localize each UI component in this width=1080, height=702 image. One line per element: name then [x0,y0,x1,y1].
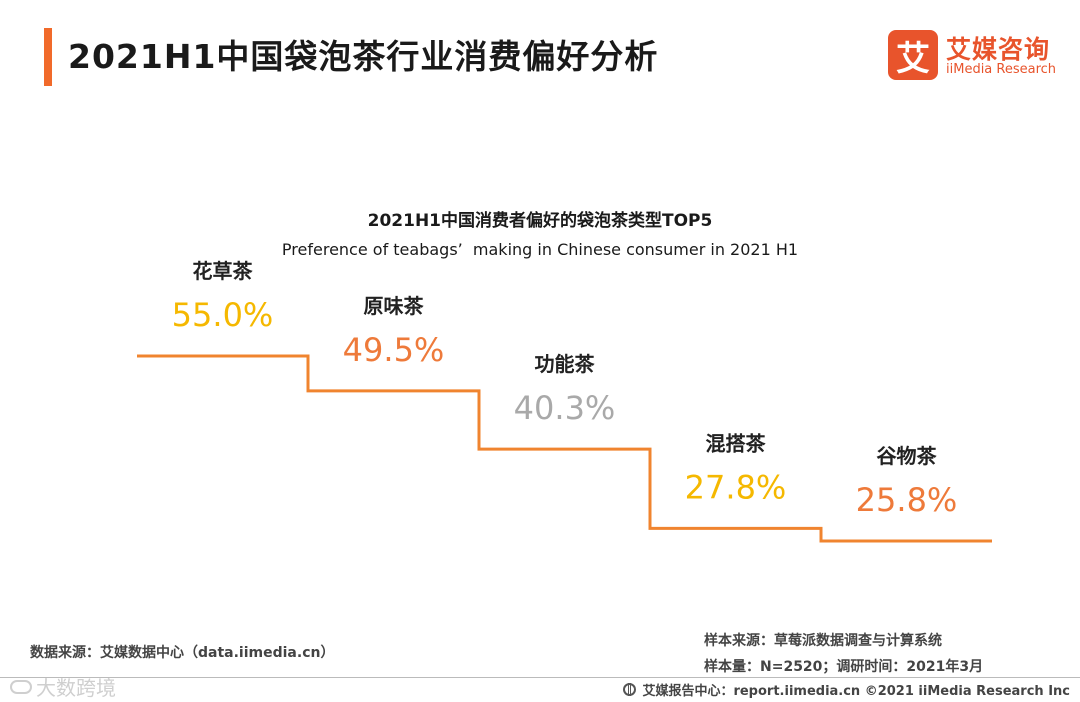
category-label: 谷物茶 [877,444,938,468]
chart-title: 2021H1中国消费者偏好的袋泡茶类型TOP5 [367,211,713,231]
category-label: 混搭茶 [706,431,767,455]
globe-icon [623,683,637,696]
value-label: 27.8% [685,468,787,506]
category-label: 原味茶 [364,294,425,318]
watermark-text: 大数跨境 [36,676,116,700]
footer-report-center: 艾媒报告中心：report.iimedia.cn ©2021 iiMedia R… [642,684,1070,699]
sample-source: 样本来源：草莓派数据调查与计算系统 [704,633,942,649]
footer-copyright: 艾媒报告中心：report.iimedia.cn ©2021 iiMedia R… [623,680,1070,699]
watermark-icon [10,679,32,694]
category-label: 花草茶 [193,259,254,283]
data-source: 数据来源：艾媒数据中心（data.iimedia.cn） [30,645,335,661]
value-label: 55.0% [172,296,274,334]
step-line [137,354,992,543]
logo-name-cn: 艾媒咨询 [946,35,1051,64]
sample-size: 样本量：N=2520；调研时间：2021年3月 [704,659,984,675]
brand-logo: 艾 艾媒咨询 iiMedia Research [888,30,1068,82]
chart-subtitle: Preference of teabags’ making in Chinese… [281,240,799,259]
value-label: 49.5% [343,331,445,369]
category-label: 功能茶 [535,352,596,376]
title-accent-bar [44,28,52,86]
value-label: 25.8% [856,481,958,519]
page-title: 2021H1中国袋泡茶行业消费偏好分析 [68,37,659,76]
watermark: 大数跨境 [10,672,116,701]
value-label: 40.3% [514,389,616,427]
logo-mark-icon: 艾 [888,30,938,80]
logo-name-en: iiMedia Research [946,62,1057,77]
footer-divider [0,677,1080,678]
